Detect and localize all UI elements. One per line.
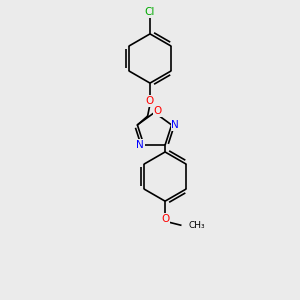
Text: N: N bbox=[171, 120, 179, 130]
Text: Cl: Cl bbox=[145, 7, 155, 17]
Text: CH₃: CH₃ bbox=[188, 221, 205, 230]
Text: O: O bbox=[146, 96, 154, 106]
Text: N: N bbox=[136, 140, 144, 150]
Text: O: O bbox=[153, 106, 162, 116]
Text: O: O bbox=[161, 214, 169, 224]
